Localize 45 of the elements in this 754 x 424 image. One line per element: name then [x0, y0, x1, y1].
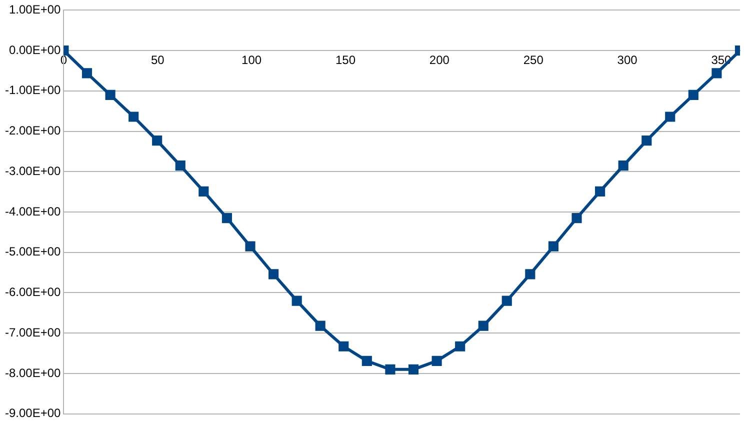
- y-tick-label: -2.00E+00: [4, 124, 62, 138]
- point: [478, 320, 488, 331]
- point: [572, 213, 582, 224]
- y-tick-label: -9.00E+00: [4, 406, 62, 420]
- point: [175, 160, 186, 171]
- point: [432, 356, 442, 366]
- point: [222, 213, 232, 224]
- point: [292, 296, 302, 306]
- point: [525, 269, 536, 280]
- point: [362, 356, 372, 366]
- point: [548, 241, 558, 252]
- x-tick-label: 150: [335, 53, 356, 68]
- point: [595, 186, 606, 196]
- point: [618, 160, 628, 171]
- point: [502, 296, 512, 306]
- point: [245, 241, 256, 252]
- y-tick-label: 1.00E+00: [8, 2, 62, 17]
- point: [665, 112, 676, 122]
- y-tick-label: 0.00E+00: [8, 42, 62, 57]
- point: [455, 341, 466, 352]
- x-tick-label: 50: [150, 53, 165, 68]
- x-tick-label: 200: [429, 53, 450, 68]
- x-tick-label: 250: [523, 53, 544, 68]
- point: [642, 136, 652, 146]
- y-tick-label: -1.00E+00: [4, 83, 62, 98]
- point: [105, 90, 116, 100]
- point: [268, 269, 279, 280]
- y-tick-label: -4.00E+00: [4, 204, 62, 218]
- point: [315, 320, 326, 331]
- y-tick-label: -7.00E+00: [4, 325, 62, 340]
- point: [338, 341, 349, 352]
- point: [408, 364, 419, 374]
- point: [688, 90, 698, 100]
- point: [82, 68, 92, 78]
- y-tick-label: -5.00E+00: [4, 244, 62, 259]
- point: [712, 68, 722, 78]
- y-tick-label: -8.00E+00: [4, 366, 62, 380]
- x-tick-label: 100: [242, 53, 262, 68]
- point: [128, 112, 139, 122]
- point: [152, 136, 162, 146]
- point: [198, 186, 209, 196]
- point: [385, 364, 396, 374]
- y-tick-label: -6.00E+00: [4, 285, 62, 300]
- y-tick-label: -3.00E+00: [4, 164, 62, 178]
- x-tick-label: 300: [617, 53, 638, 68]
